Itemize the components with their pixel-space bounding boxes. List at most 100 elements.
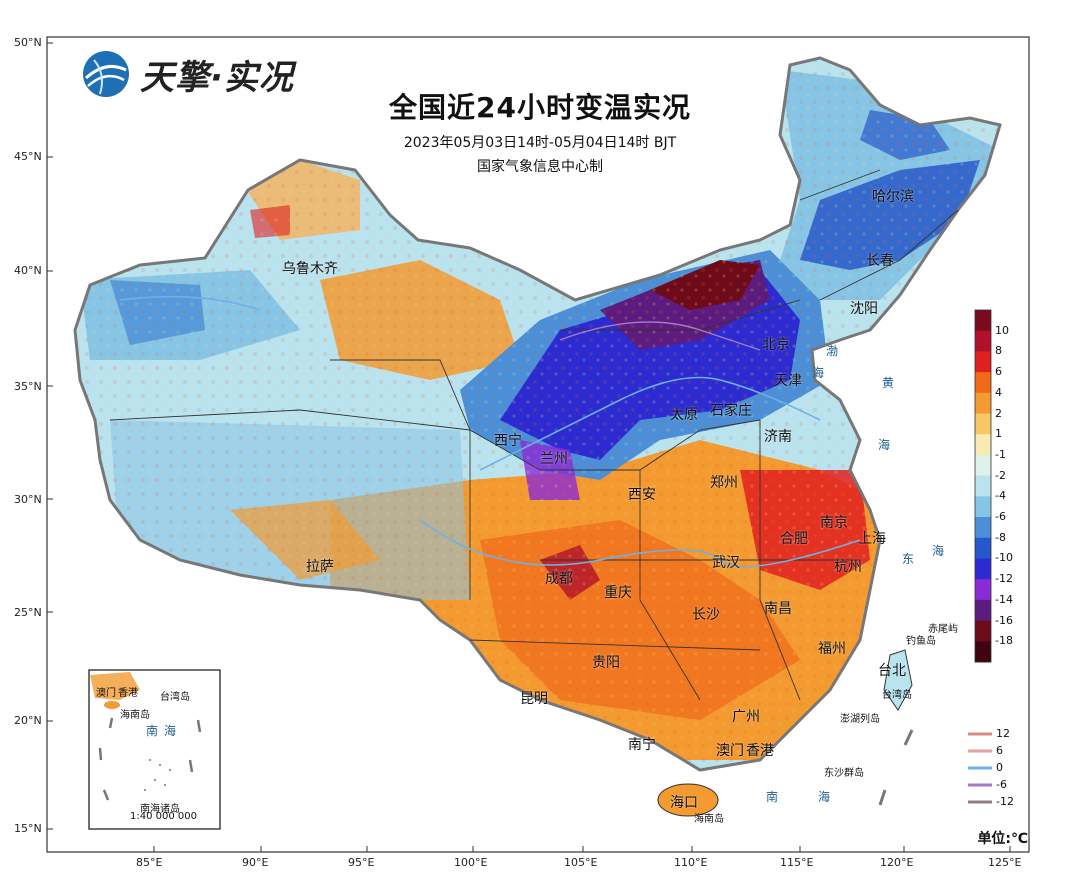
colorbar-swatch: [975, 558, 991, 580]
city-label: 沈阳: [850, 301, 878, 317]
colorbar-swatch: [975, 330, 991, 352]
lon-label: 85°E: [136, 856, 163, 869]
inset-label: 澳门: [96, 688, 116, 699]
island-label: 钓鱼岛: [906, 636, 936, 647]
river-legend-label: -12: [996, 795, 1014, 808]
colorbar-label: -2: [995, 468, 1006, 482]
axis-ticks: [47, 42, 1011, 852]
river-legend-label: 12: [996, 727, 1010, 740]
city-label: 福州: [818, 641, 846, 657]
city-label: 合肥: [780, 531, 808, 547]
lon-label: 115°E: [780, 856, 814, 869]
inset-label: 南海诸岛: [140, 804, 180, 815]
lat-label: 30°N: [14, 493, 42, 506]
city-label: 石家庄: [710, 403, 752, 419]
sea-label: 海: [812, 366, 825, 380]
south-china-sea-inset: [88, 669, 221, 830]
colorbar-swatch: [975, 454, 991, 477]
city-label: 南京: [820, 515, 848, 531]
sea-label: 海: [818, 790, 831, 804]
island-label: 澎湖列岛: [840, 714, 880, 725]
city-label: 昆明: [520, 691, 548, 707]
sea-label: 海: [932, 544, 945, 558]
city-label: 乌鲁木齐: [282, 261, 338, 277]
colorbar-label: -12: [995, 572, 1013, 586]
sea-label: 海: [878, 438, 891, 452]
colorbar: [974, 309, 992, 663]
lon-label: 120°E: [880, 856, 914, 869]
city-label: 香港: [746, 743, 774, 759]
lon-label: 125°E: [988, 856, 1022, 869]
colorbar-swatch: [975, 620, 991, 642]
island-label: 台湾岛: [882, 690, 912, 701]
city-label: 南宁: [628, 737, 656, 753]
inset-label: 台湾岛: [160, 692, 190, 703]
river-legend-label: -6: [996, 778, 1007, 791]
province-borders: [109, 169, 959, 701]
colorbar-swatch: [975, 392, 991, 415]
river-legend-label: 6: [996, 744, 1003, 757]
sea-label: 南: [766, 790, 779, 804]
sea-label: 渤: [826, 344, 839, 358]
colorbar-swatch: [975, 641, 991, 663]
lat-label: 35°N: [14, 380, 42, 393]
colorbar-label: 2: [995, 406, 1002, 420]
lat-label: 15°N: [14, 822, 42, 835]
city-label: 西安: [628, 487, 656, 503]
colorbar-frame: [974, 309, 992, 663]
colorbar-label: 6: [995, 365, 1002, 379]
city-label: 兰州: [540, 451, 568, 467]
colorbar-label: -14: [995, 592, 1013, 606]
logo-text: 天擎·实况: [140, 57, 294, 98]
colorbar-swatch: [975, 599, 991, 622]
map-title: 全国近24小时变温实况: [389, 91, 691, 124]
lat-label: 50°N: [14, 36, 42, 49]
inset-sea-label: 南: [146, 724, 159, 738]
city-label: 天津: [774, 373, 802, 389]
colorbar-swatch: [975, 434, 991, 456]
colorbar-swatch: [975, 372, 991, 394]
colorbar-label: -16: [995, 613, 1013, 627]
city-label: 杭州: [834, 559, 862, 575]
colorbar-swatch: [975, 496, 991, 518]
city-label: 北京: [762, 337, 790, 353]
city-label: 上海: [858, 531, 886, 547]
lat-label: 45°N: [14, 150, 42, 163]
city-label: 贵阳: [592, 655, 620, 671]
colorbar-swatch: [975, 310, 991, 332]
city-label: 拉萨: [306, 559, 334, 575]
city-label: 广州: [732, 709, 760, 725]
nine-dash-line: [878, 729, 914, 806]
island-label: 海南岛: [694, 814, 724, 825]
city-label: 西宁: [494, 433, 522, 449]
map-agency: 国家气象信息中心制: [477, 159, 603, 175]
colorbar-label: -1: [995, 447, 1006, 461]
inset-scale: 1:40 000 000: [130, 811, 197, 822]
map-subtitle: 2023年05月03日14时-05月04日14时 BJT: [403, 135, 677, 151]
colorbar-label: 4: [995, 385, 1002, 399]
colorbar-swatch: [975, 413, 991, 435]
tianqing-logo: 天擎·实况: [80, 48, 294, 100]
colorbar-label: -18: [995, 634, 1013, 648]
inset-label: 海南岛: [120, 710, 150, 721]
colorbar-swatch: [975, 351, 991, 373]
city-label: 长春: [866, 253, 894, 269]
city-label: 长沙: [692, 607, 720, 623]
city-label: 武汉: [712, 555, 740, 571]
lon-label: 95°E: [348, 856, 375, 869]
rivers: [119, 295, 861, 568]
colorbar-label: 1: [995, 427, 1002, 441]
colorbar-swatch: [975, 475, 991, 497]
city-label: 哈尔滨: [872, 189, 914, 205]
colorbar-label: 8: [995, 344, 1002, 358]
island-label: 赤尾屿: [928, 624, 958, 635]
lat-label: 40°N: [14, 264, 42, 277]
colorbar-label: -10: [995, 551, 1013, 565]
river-legend: [968, 732, 992, 804]
city-label: 郑州: [710, 475, 738, 491]
city-label: 台北: [878, 663, 906, 679]
island-label: 东沙群岛: [824, 768, 864, 779]
sea-label: 东: [902, 552, 915, 566]
colorbar-swatch: [975, 517, 991, 539]
